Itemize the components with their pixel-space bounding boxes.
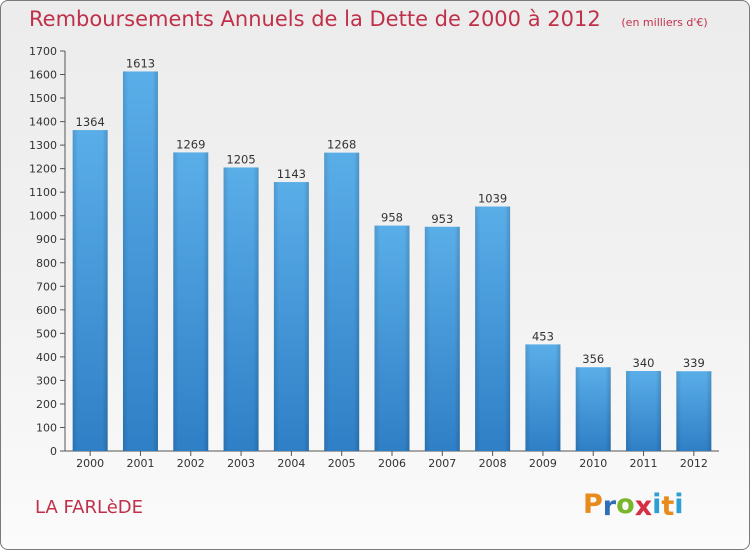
chart-title-text: Remboursements Annuels de la Dette de 20… [29, 7, 601, 31]
x-tick-label: 2005 [328, 457, 356, 470]
y-tick-label: 900 [36, 233, 57, 246]
data-label: 958 [381, 211, 403, 225]
logo-letter: i [652, 489, 662, 520]
y-tick-label: 1600 [29, 69, 57, 82]
x-tick-label: 2008 [479, 457, 507, 470]
data-label: 1269 [176, 137, 205, 151]
y-tick-label: 500 [36, 327, 57, 340]
chart-unit: (en milliers d'€) [621, 16, 708, 29]
bars: 1364 1613 1269 1205 1143 1268 958 953 1039 453 356… [72, 56, 712, 452]
y-tick-label: 700 [36, 280, 57, 293]
bar-shade [273, 182, 309, 451]
bar-shade [173, 152, 209, 452]
bar-shade [223, 167, 259, 451]
y-tick-label: 1000 [29, 210, 57, 223]
x-tick-label: 2004 [277, 457, 305, 470]
x-tick-label: 2010 [579, 457, 607, 470]
y-tick-label: 0 [50, 445, 57, 458]
bar-shade [122, 71, 158, 452]
bar-shade [575, 367, 611, 451]
data-label: 1039 [478, 192, 507, 206]
logo-letter: i [674, 489, 684, 520]
y-tick-label: 100 [36, 421, 57, 434]
data-label: 340 [633, 356, 655, 370]
logo-letter: P [583, 489, 603, 520]
bar-shade [676, 371, 712, 451]
y-tick-label: 300 [36, 374, 57, 387]
chart-title: Remboursements Annuels de la Dette de 20… [29, 7, 708, 31]
proxiti-logo: Proxiti [583, 489, 684, 522]
y-tick-label: 1700 [29, 45, 57, 58]
bar-shade [72, 130, 108, 451]
x-tick-label: 2009 [529, 457, 557, 470]
bar-shade [626, 371, 662, 451]
logo-letter: x [634, 491, 653, 522]
bar-shade [324, 152, 360, 451]
city-name: LA FARLèDE [35, 497, 144, 518]
y-tick-label: 1100 [29, 186, 57, 199]
y-tick-label: 600 [36, 304, 57, 317]
x-tick-label: 2001 [126, 457, 154, 470]
bar-shade [475, 206, 511, 451]
data-label: 453 [532, 329, 554, 343]
y-tick-label: 1300 [29, 139, 57, 152]
y-tick-label: 1200 [29, 163, 57, 176]
data-label: 953 [431, 212, 453, 226]
y-tick-label: 1500 [29, 92, 57, 105]
x-tick-label: 2012 [680, 457, 708, 470]
x-tick-label: 2000 [76, 457, 104, 470]
x-tick-label: 2003 [227, 457, 255, 470]
data-label: 339 [683, 356, 705, 370]
bar-shade [525, 344, 561, 451]
data-label: 1268 [327, 138, 356, 152]
data-label: 1613 [126, 56, 155, 70]
axes: 0 100 200 300 400 500 600 700 800 900 1000 1100 1200… [29, 45, 719, 470]
data-label: 1205 [226, 152, 255, 166]
data-label: 356 [582, 352, 604, 366]
bar-shade [374, 225, 410, 451]
bar-shade [424, 226, 460, 451]
logo-letter: t [661, 491, 675, 522]
x-tick-label: 2007 [428, 457, 456, 470]
y-tick-label: 1400 [29, 116, 57, 129]
data-label: 1364 [76, 115, 105, 129]
logo-letter: r [602, 491, 617, 522]
y-tick-label: 800 [36, 257, 57, 270]
x-tick-label: 2006 [378, 457, 406, 470]
logo-letter: o [616, 489, 635, 520]
x-tick-label: 2011 [630, 457, 658, 470]
x-tick-label: 2002 [177, 457, 205, 470]
data-label: 1143 [277, 167, 306, 181]
y-tick-label: 200 [36, 398, 57, 411]
y-tick-label: 400 [36, 351, 57, 364]
